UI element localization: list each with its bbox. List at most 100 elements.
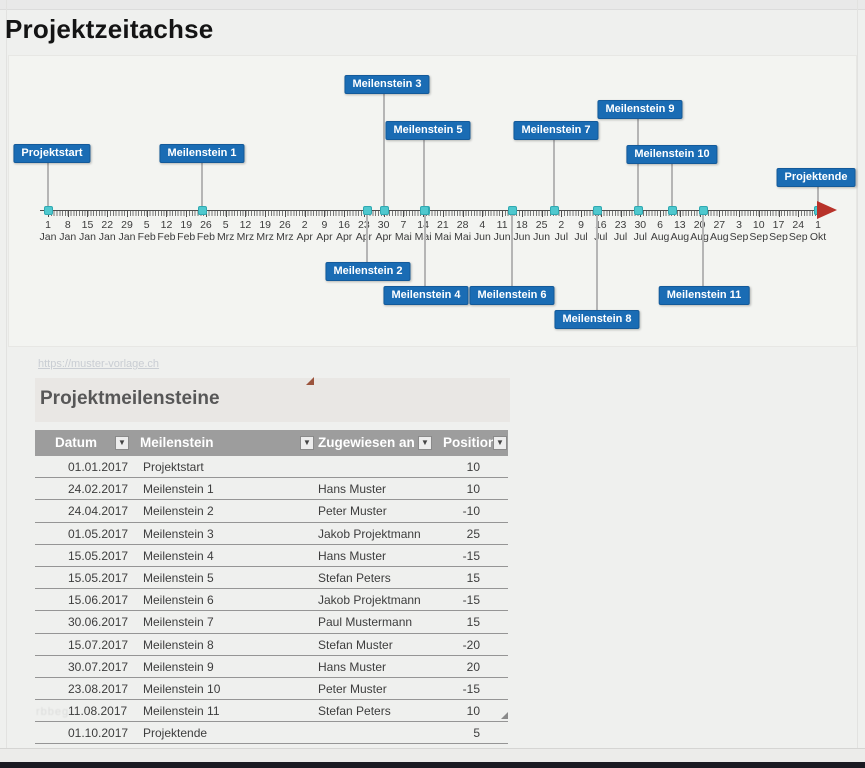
- cell-meilenstein[interactable]: Meilenstein 6: [143, 593, 214, 608]
- cell-zugewiesen[interactable]: Jakob Projektmann: [318, 593, 421, 608]
- cell-meilenstein[interactable]: Projektstart: [143, 460, 204, 474]
- timeline-axis: [40, 210, 832, 211]
- cell-position[interactable]: -10: [462, 504, 480, 519]
- window-right-edge: [857, 0, 858, 768]
- cell-datum[interactable]: 15.06.2017: [68, 593, 129, 608]
- tick-month: Apr: [375, 231, 392, 243]
- cell-position[interactable]: 20: [466, 659, 480, 674]
- cell-zugewiesen[interactable]: Peter Muster: [318, 504, 387, 519]
- axis-tick: [67, 210, 69, 217]
- cell-zugewiesen[interactable]: Hans Muster: [318, 659, 387, 674]
- tick-month: Aug: [670, 231, 690, 243]
- axis-tick-label: 1 Okt: [807, 219, 829, 243]
- milestone-label[interactable]: Meilenstein 1: [159, 144, 245, 163]
- cell-position[interactable]: -20: [462, 637, 480, 652]
- filter-dropdown-icon-datum[interactable]: ▼: [115, 436, 129, 450]
- milestone-label[interactable]: Meilenstein 6: [469, 286, 555, 305]
- tick-month: Jan: [98, 231, 116, 243]
- cell-zugewiesen[interactable]: Peter Muster: [318, 681, 387, 696]
- milestone-connector: [423, 140, 425, 206]
- filter-dropdown-icon-meilenstein[interactable]: ▼: [300, 436, 314, 450]
- table-row: 01.10.2017 Projektende 5: [35, 722, 508, 745]
- cell-meilenstein[interactable]: Meilenstein 11: [143, 704, 220, 719]
- cell-meilenstein[interactable]: Projektende: [143, 726, 208, 741]
- cell-position[interactable]: -15: [462, 548, 480, 563]
- cell-meilenstein[interactable]: Meilenstein 4: [143, 548, 214, 563]
- cell-datum[interactable]: 01.10.2017: [68, 726, 129, 741]
- tick-day: 16: [338, 219, 350, 231]
- milestone-label[interactable]: Meilenstein 11: [658, 286, 750, 305]
- milestone-marker-icon: [549, 205, 559, 215]
- tick-month: Jun: [513, 231, 531, 243]
- axis-tick: [581, 210, 583, 217]
- cell-meilenstein[interactable]: Meilenstein 5: [143, 570, 214, 585]
- cell-position[interactable]: 10: [466, 704, 480, 719]
- tick-month: Mrz: [236, 231, 255, 243]
- cell-datum[interactable]: 30.07.2017: [68, 659, 129, 674]
- cell-datum[interactable]: 15.05.2017: [68, 570, 129, 585]
- cell-meilenstein[interactable]: Meilenstein 1: [143, 482, 214, 497]
- milestone-label[interactable]: Meilenstein 3: [344, 75, 430, 94]
- cell-datum[interactable]: 30.06.2017: [68, 615, 129, 630]
- milestone-connector: [702, 214, 704, 286]
- cell-meilenstein[interactable]: Meilenstein 7: [143, 615, 214, 630]
- cell-meilenstein[interactable]: Meilenstein 3: [143, 526, 214, 541]
- cell-meilenstein[interactable]: Meilenstein 2: [143, 504, 214, 519]
- tick-day: 14: [417, 219, 429, 231]
- cell-datum[interactable]: 11.08.2017: [68, 704, 128, 719]
- table-resize-handle-icon[interactable]: [501, 712, 508, 719]
- axis-tick: [521, 210, 523, 217]
- cell-datum[interactable]: 15.05.2017: [68, 548, 129, 563]
- milestone-label[interactable]: Meilenstein 4: [383, 286, 469, 305]
- cell-zugewiesen[interactable]: Paul Mustermann: [318, 615, 413, 630]
- cell-zugewiesen[interactable]: Hans Muster: [318, 548, 387, 563]
- axis-tick-label: 21 Mai: [432, 219, 454, 243]
- cell-position[interactable]: 25: [466, 526, 480, 541]
- milestone-label[interactable]: Meilenstein 9: [597, 100, 683, 119]
- axis-tick: [126, 210, 128, 217]
- milestone-connector: [424, 214, 426, 286]
- cell-zugewiesen[interactable]: Stefan Muster: [318, 637, 393, 652]
- axis-tick-label: 16 Jul: [590, 219, 612, 243]
- cell-datum[interactable]: 01.01.2017: [68, 460, 129, 474]
- tick-month: Mrz: [216, 231, 235, 243]
- cell-position[interactable]: -15: [462, 681, 480, 696]
- cell-position[interactable]: -15: [462, 593, 480, 608]
- milestone-label[interactable]: Meilenstein 8: [554, 310, 640, 329]
- milestone-marker-icon: [419, 205, 429, 215]
- cell-meilenstein[interactable]: Meilenstein 9: [143, 659, 214, 674]
- table-row: 23.08.2017 Meilenstein 10 Peter Muster -15: [35, 678, 508, 701]
- cell-datum[interactable]: 01.05.2017: [68, 526, 129, 541]
- tick-day: 17: [772, 219, 785, 231]
- milestone-connector: [817, 187, 819, 206]
- cell-datum[interactable]: 23.08.2017: [68, 681, 129, 696]
- cell-datum[interactable]: 24.04.2017: [68, 504, 129, 519]
- cell-position[interactable]: 5: [473, 726, 480, 741]
- tick-month: Sep: [729, 231, 749, 243]
- milestone-label[interactable]: Meilenstein 10: [626, 145, 718, 164]
- cell-position[interactable]: 15: [466, 570, 480, 585]
- cell-zugewiesen[interactable]: Hans Muster: [318, 482, 387, 497]
- watermark-link[interactable]: https://muster-vorlage.ch: [38, 358, 160, 370]
- milestone-label[interactable]: Projektende: [776, 168, 856, 187]
- cell-meilenstein[interactable]: Meilenstein 10: [143, 681, 221, 696]
- tick-month: Jan: [79, 231, 96, 243]
- milestone-label[interactable]: Projektstart: [13, 144, 91, 163]
- cell-position[interactable]: 10: [466, 482, 480, 497]
- cell-meilenstein[interactable]: Meilenstein 8: [143, 637, 214, 652]
- milestone-label[interactable]: Meilenstein 5: [385, 121, 471, 140]
- table-row: 30.07.2017 Meilenstein 9 Hans Muster 20: [35, 656, 508, 678]
- filter-dropdown-icon-zugewiesen[interactable]: ▼: [418, 436, 432, 450]
- cell-datum[interactable]: 24.02.2017: [68, 482, 129, 497]
- cell-datum[interactable]: 15.07.2017: [68, 637, 129, 652]
- filter-dropdown-icon-position[interactable]: ▼: [493, 436, 507, 450]
- cell-zugewiesen[interactable]: Stefan Peters: [318, 704, 391, 719]
- cell-position[interactable]: 10: [466, 460, 480, 474]
- cell-position[interactable]: 15: [466, 615, 480, 630]
- tick-day: 30: [634, 219, 647, 231]
- cell-zugewiesen[interactable]: Jakob Projektmann: [318, 526, 421, 541]
- cell-zugewiesen[interactable]: Stefan Peters: [318, 570, 391, 585]
- milestone-marker-icon: [698, 205, 708, 215]
- milestone-label[interactable]: Meilenstein 7: [513, 121, 599, 140]
- milestone-label[interactable]: Meilenstein 2: [325, 262, 411, 281]
